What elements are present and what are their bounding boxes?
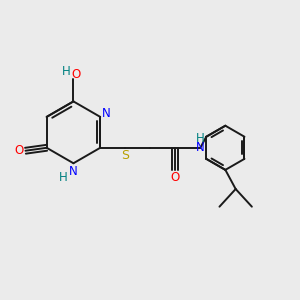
Text: N: N [102,107,111,120]
Text: H: H [196,132,205,145]
Text: N: N [196,141,205,154]
Text: N: N [69,165,78,178]
Text: H: H [59,171,68,184]
Text: O: O [14,144,24,157]
Text: H: H [62,64,70,78]
Text: S: S [121,149,129,162]
Text: O: O [72,68,81,81]
Text: O: O [171,171,180,184]
